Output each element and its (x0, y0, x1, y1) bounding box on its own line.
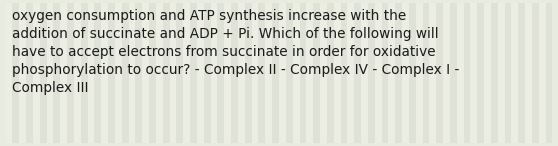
Bar (464, 3, 470, 143)
Bar (436, 3, 443, 143)
Bar (443, 3, 450, 143)
Bar (470, 3, 477, 143)
Bar (429, 3, 436, 143)
Bar (504, 3, 511, 143)
Bar (101, 3, 108, 143)
Bar (204, 3, 210, 143)
Bar (532, 3, 539, 143)
Bar (320, 3, 327, 143)
Bar (306, 3, 313, 143)
Bar (450, 3, 456, 143)
Bar (382, 3, 388, 143)
Bar (136, 3, 142, 143)
Bar (265, 3, 272, 143)
Bar (46, 3, 54, 143)
Bar (183, 3, 190, 143)
Bar (313, 3, 320, 143)
Bar (81, 3, 88, 143)
Bar (12, 3, 19, 143)
Bar (300, 3, 306, 143)
Bar (484, 3, 491, 143)
Bar (361, 3, 368, 143)
Bar (340, 3, 347, 143)
Bar (525, 3, 532, 143)
Bar (272, 3, 279, 143)
Bar (6, 3, 12, 143)
Bar (546, 3, 552, 143)
Bar (74, 3, 81, 143)
Bar (197, 3, 204, 143)
Bar (327, 3, 334, 143)
Bar (94, 3, 102, 143)
Bar (54, 3, 60, 143)
Bar (218, 3, 224, 143)
Bar (354, 3, 361, 143)
Bar (176, 3, 183, 143)
Bar (156, 3, 163, 143)
Bar (395, 3, 402, 143)
Bar (142, 3, 149, 143)
Bar (539, 3, 546, 143)
Bar (416, 3, 422, 143)
Bar (163, 3, 170, 143)
Bar (115, 3, 122, 143)
Text: oxygen consumption and ATP synthesis increase with the
addition of succinate and: oxygen consumption and ATP synthesis inc… (12, 8, 460, 95)
Bar (347, 3, 354, 143)
Bar (26, 3, 33, 143)
Bar (402, 3, 409, 143)
Bar (258, 3, 266, 143)
Bar (149, 3, 156, 143)
Bar (374, 3, 382, 143)
Bar (456, 3, 464, 143)
Bar (190, 3, 197, 143)
Bar (108, 3, 115, 143)
Bar (128, 3, 136, 143)
Bar (518, 3, 525, 143)
Bar (231, 3, 238, 143)
Bar (292, 3, 300, 143)
Bar (40, 3, 46, 143)
Bar (409, 3, 416, 143)
Bar (67, 3, 74, 143)
Bar (60, 3, 67, 143)
Bar (252, 3, 258, 143)
Bar (245, 3, 252, 143)
Bar (88, 3, 94, 143)
Bar (388, 3, 395, 143)
Bar (498, 3, 504, 143)
Bar (33, 3, 40, 143)
Bar (477, 3, 484, 143)
Bar (422, 3, 429, 143)
Bar (238, 3, 245, 143)
Bar (511, 3, 518, 143)
Bar (170, 3, 176, 143)
Bar (334, 3, 340, 143)
Bar (491, 3, 498, 143)
Bar (122, 3, 128, 143)
Bar (210, 3, 218, 143)
Bar (279, 3, 286, 143)
Bar (286, 3, 292, 143)
Bar (224, 3, 231, 143)
Bar (368, 3, 374, 143)
Bar (19, 3, 26, 143)
